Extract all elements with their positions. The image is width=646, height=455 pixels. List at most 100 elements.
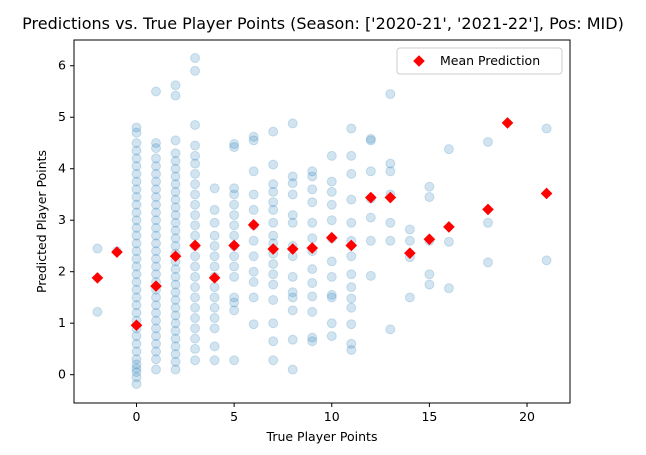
scatter-point — [151, 253, 162, 264]
scatter-point — [424, 192, 435, 203]
scatter-point — [190, 271, 201, 282]
mean-prediction-marker — [540, 187, 553, 200]
scatter-point — [365, 212, 376, 223]
scatter-point — [482, 257, 493, 268]
scatter-point — [151, 137, 162, 148]
scatter-point — [248, 131, 259, 142]
scatter-point — [229, 189, 240, 200]
scatter-point — [190, 343, 201, 354]
scatter-point — [307, 291, 318, 302]
scatter-point — [131, 161, 142, 172]
scatter-point — [424, 181, 435, 192]
scatter-point — [170, 135, 181, 146]
scatter-point — [268, 197, 279, 208]
scatter-point — [131, 269, 142, 280]
scatter-point — [131, 127, 142, 138]
scatter-point — [170, 156, 181, 166]
scatter-point — [131, 372, 142, 383]
plot-area — [73, 39, 571, 404]
scatter-point — [131, 207, 142, 218]
scatter-point — [190, 189, 201, 200]
scatter-point — [326, 292, 337, 303]
scatter-point — [170, 356, 181, 367]
scatter-point — [209, 240, 220, 251]
mean-prediction-marker — [404, 247, 416, 259]
scatter-point — [131, 359, 142, 370]
chart-title: Predictions vs. True Player Points (Seas… — [22, 14, 624, 33]
mean-prediction-marker — [325, 231, 338, 244]
scatter-point — [229, 142, 240, 153]
scatter-point — [209, 230, 220, 241]
scatter-point — [248, 135, 259, 146]
scatter-point — [209, 251, 220, 262]
scatter-point — [131, 292, 142, 303]
scatter-point — [365, 135, 376, 146]
scatter-point — [326, 186, 337, 197]
scatter-point — [229, 230, 240, 241]
scatter-point — [131, 238, 142, 249]
scatter-point — [229, 261, 240, 272]
scatter-point — [268, 258, 279, 269]
scatter-point — [170, 310, 181, 321]
scatter-point — [131, 307, 142, 318]
scatter-point — [209, 204, 220, 215]
scatter-point — [190, 313, 201, 324]
scatter-point — [151, 161, 162, 172]
scatter-point — [346, 150, 357, 161]
scatter-point — [268, 179, 279, 190]
scatter-point — [248, 319, 259, 330]
scatter-point — [131, 253, 142, 264]
scatter-point — [131, 230, 142, 241]
scatter-point — [131, 354, 142, 365]
scatter-point — [541, 255, 552, 266]
scatter-point — [131, 363, 142, 374]
scatter-point — [424, 279, 435, 290]
scatter-point — [248, 277, 259, 287]
mean-prediction-marker — [482, 203, 494, 216]
scatter-point — [209, 341, 220, 352]
scatter-point — [385, 89, 396, 100]
legend: Mean Prediction — [396, 47, 563, 75]
scatter-point — [229, 183, 240, 194]
scatter-point — [151, 338, 162, 349]
scatter-point — [190, 65, 201, 76]
scatter-point — [131, 261, 142, 272]
mean-prediction-marker — [169, 250, 182, 263]
scatter-point — [131, 378, 142, 389]
scatter-point — [190, 53, 201, 64]
scatter-point — [151, 246, 162, 257]
scatter-point — [190, 333, 201, 344]
mean-prediction-marker — [91, 272, 104, 284]
scatter-point — [248, 204, 259, 215]
scatter-point — [190, 210, 201, 221]
scatter-point — [365, 166, 376, 177]
scatter-point — [131, 300, 142, 311]
legend-diamond-icon — [413, 55, 425, 67]
scatter-point — [151, 143, 162, 154]
scatter-point — [404, 224, 415, 235]
scatter-point — [170, 318, 181, 329]
mean-prediction-marker — [228, 239, 240, 252]
scatter-point — [268, 269, 279, 280]
scatter-point — [170, 271, 181, 282]
x-tick-label: 15 — [421, 409, 437, 424]
scatter-point — [424, 269, 435, 280]
scatter-point — [307, 184, 318, 195]
scatter-point — [131, 137, 142, 148]
scatter-point — [209, 282, 220, 293]
scatter-point — [151, 238, 162, 249]
scatter-point — [287, 334, 298, 345]
scatter-point — [131, 168, 142, 179]
scatter-point — [346, 344, 357, 355]
scatter-point — [268, 230, 279, 241]
scatter-point — [248, 292, 259, 303]
scatter-point — [190, 179, 201, 190]
scatter-point — [268, 355, 279, 366]
scatter-point — [170, 295, 181, 306]
scatter-point — [385, 235, 396, 246]
scatter-point — [170, 80, 181, 91]
scatter-point — [131, 145, 142, 156]
scatter-point — [326, 331, 337, 342]
scatter-point — [190, 140, 201, 151]
